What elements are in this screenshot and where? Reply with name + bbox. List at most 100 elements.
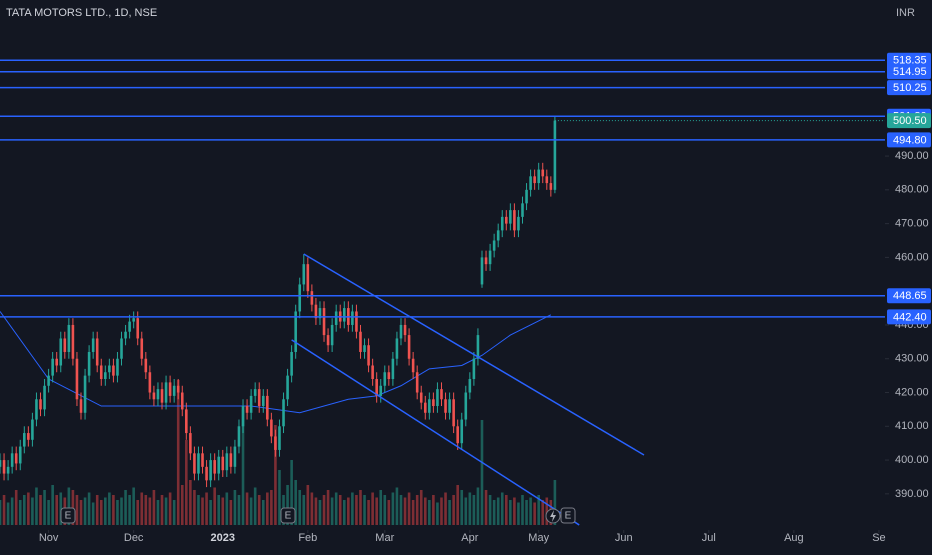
volume-bar bbox=[419, 490, 423, 525]
volume-bar bbox=[108, 492, 111, 525]
candle-body bbox=[193, 453, 196, 474]
volume-bar bbox=[39, 495, 42, 525]
level-label: 518.35 bbox=[893, 55, 927, 67]
candle-body bbox=[91, 338, 95, 352]
volume-bar bbox=[436, 502, 439, 525]
volume-bar bbox=[432, 495, 435, 525]
volume-bar bbox=[274, 425, 277, 525]
x-tick-label: Nov bbox=[39, 532, 59, 544]
volume-bar bbox=[504, 495, 508, 525]
candle-body bbox=[387, 372, 391, 380]
candle-body bbox=[221, 456, 225, 471]
volume-bar bbox=[286, 485, 289, 525]
earnings-marker bbox=[280, 507, 296, 524]
candle-body bbox=[391, 358, 395, 380]
volume-bar bbox=[411, 500, 415, 525]
volume-bar bbox=[2, 495, 6, 525]
volume-bar bbox=[355, 495, 358, 525]
candle-body bbox=[553, 120, 557, 190]
candle-body bbox=[432, 399, 435, 407]
volume-bar bbox=[314, 497, 318, 525]
candle-body bbox=[363, 345, 366, 352]
candle-body bbox=[355, 311, 358, 332]
candle-body bbox=[537, 169, 540, 184]
candle-body bbox=[257, 389, 261, 407]
volume-bar bbox=[476, 487, 480, 525]
volume-bar bbox=[75, 495, 79, 525]
x-tick-label: Aug bbox=[784, 532, 804, 544]
volume-bar bbox=[371, 492, 374, 525]
earnings-marker-label: E bbox=[65, 511, 72, 522]
candle-body bbox=[371, 365, 374, 380]
volume-bar bbox=[440, 497, 443, 525]
candle-body bbox=[330, 324, 334, 346]
candle-body bbox=[525, 189, 528, 204]
volume-bar bbox=[456, 485, 459, 525]
volume-bar bbox=[509, 500, 512, 525]
candle-body bbox=[294, 311, 297, 352]
volume-bar bbox=[245, 492, 249, 525]
volume-bar bbox=[517, 502, 520, 525]
candle-body bbox=[241, 406, 245, 427]
candle-body bbox=[144, 358, 148, 373]
volume-bar bbox=[537, 495, 540, 525]
volume-bar bbox=[249, 497, 253, 525]
volume-bar bbox=[488, 495, 492, 525]
x-tick-label: Dec bbox=[124, 532, 144, 544]
y-tick-label: 420.00 bbox=[895, 386, 929, 398]
candle-body bbox=[298, 284, 302, 312]
candle-body bbox=[326, 335, 330, 346]
volume-bar bbox=[448, 500, 451, 525]
level-label-box bbox=[887, 132, 931, 148]
candle-body bbox=[500, 216, 504, 231]
volume-bar bbox=[533, 502, 536, 525]
candle-body bbox=[47, 375, 50, 386]
candle-body bbox=[428, 399, 431, 413]
candle-body bbox=[124, 331, 127, 339]
volume-bar bbox=[23, 495, 26, 525]
candle-body bbox=[541, 169, 545, 177]
volume-bar bbox=[140, 492, 144, 525]
volume-bar bbox=[266, 492, 269, 525]
candle-body bbox=[233, 446, 237, 467]
candle-body bbox=[209, 460, 212, 481]
candle-body bbox=[168, 382, 172, 396]
candle-body bbox=[237, 426, 241, 447]
candle-body bbox=[282, 399, 285, 427]
candle-body bbox=[472, 358, 476, 380]
volume-bar bbox=[484, 490, 488, 525]
x-tick-label: Feb bbox=[298, 532, 317, 544]
volume-bar bbox=[545, 497, 549, 525]
candle-body bbox=[286, 375, 289, 400]
candle-body bbox=[59, 338, 63, 366]
candle-body bbox=[444, 399, 447, 413]
level-label-box bbox=[887, 288, 931, 304]
x-tick-label: Apr bbox=[461, 532, 478, 544]
x-tick-label: Se bbox=[872, 532, 885, 544]
candle-body bbox=[217, 456, 221, 474]
candle-body bbox=[334, 311, 338, 325]
candle-body bbox=[79, 399, 83, 413]
volume-bar bbox=[209, 500, 212, 525]
volume-bar bbox=[367, 500, 370, 525]
trendline bbox=[303, 253, 645, 456]
candle-body bbox=[140, 338, 144, 359]
candle-body bbox=[132, 318, 135, 322]
candle-body bbox=[249, 395, 253, 413]
volume-bar bbox=[189, 480, 192, 525]
volume-bar bbox=[383, 495, 387, 525]
volume-bar bbox=[334, 492, 338, 525]
candle-body bbox=[189, 433, 192, 454]
x-tick-label: May bbox=[528, 532, 549, 544]
volume-bar bbox=[253, 487, 257, 525]
candle-body bbox=[351, 311, 354, 325]
candle-body bbox=[306, 264, 310, 292]
volume-bar bbox=[27, 492, 30, 525]
volume-bar bbox=[144, 495, 148, 525]
candle-body bbox=[63, 338, 67, 352]
volume-bar bbox=[302, 495, 306, 525]
volume-bar bbox=[83, 497, 87, 525]
volume-bar bbox=[225, 492, 229, 525]
x-tick-label: Jul bbox=[702, 532, 716, 544]
candle-body bbox=[504, 216, 508, 224]
